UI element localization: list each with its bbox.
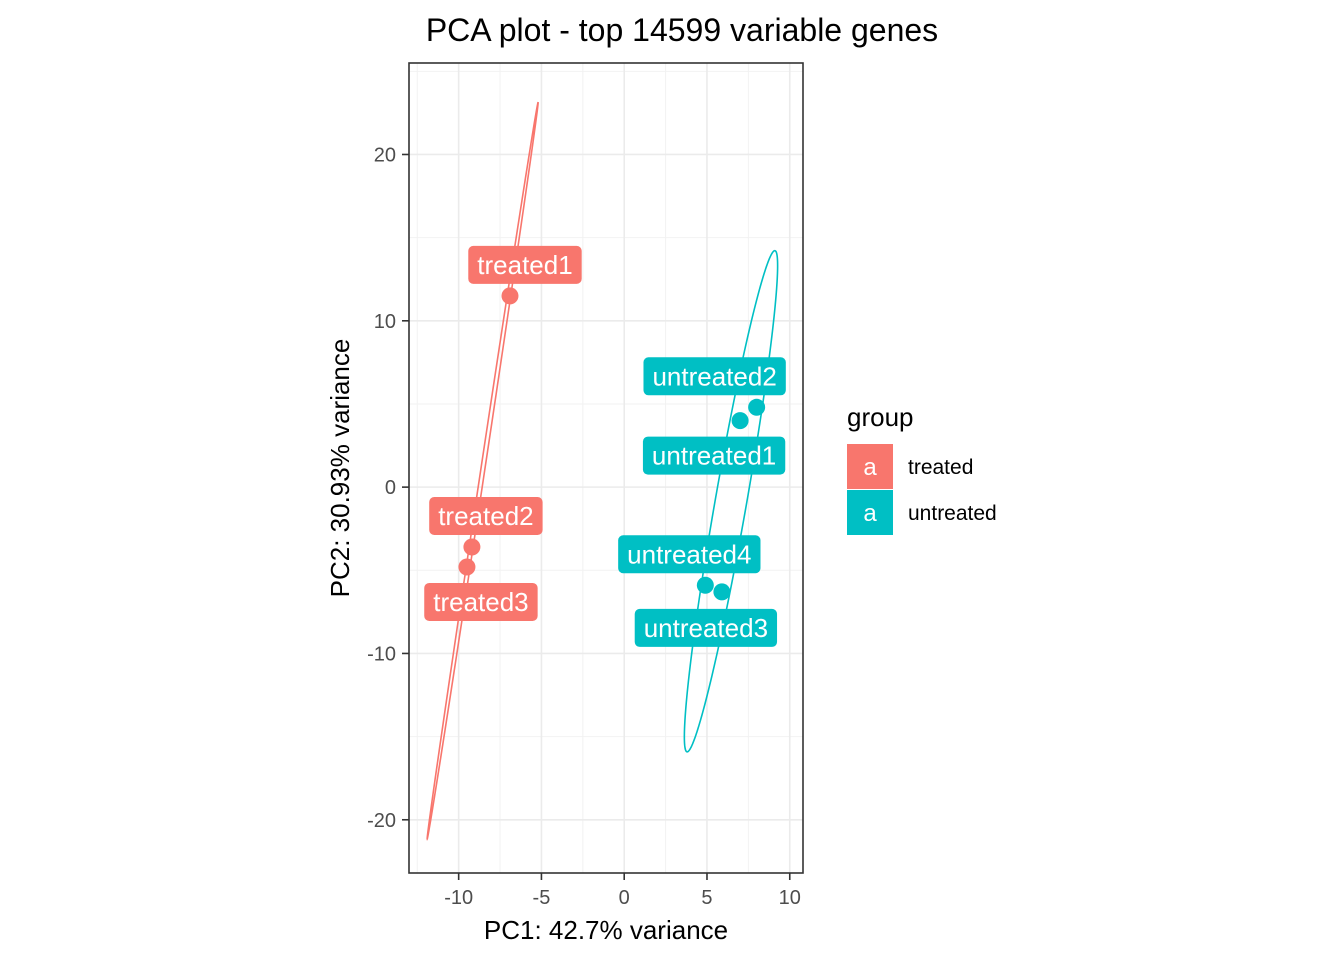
panel-border — [408, 62, 804, 874]
label-untreated3: untreated3 — [634, 608, 778, 647]
y-tick-label: -10 — [367, 643, 396, 665]
point-labels: treated1 treated2 treated3 untreated1 untrea… — [424, 245, 786, 647]
legend: group a treated a untreated — [847, 402, 997, 535]
label-text: treated3 — [433, 587, 528, 617]
ellipse-treated — [426, 101, 539, 841]
label-box — [643, 357, 786, 396]
x-tick-label: 10 — [779, 887, 801, 909]
point-treated1 — [501, 287, 519, 305]
label-treated2: treated2 — [429, 497, 543, 536]
label-untreated1: untreated1 — [642, 436, 786, 475]
label-text: treated2 — [438, 501, 533, 531]
label-text: untreated4 — [627, 539, 751, 569]
point-untreated4 — [696, 576, 714, 594]
label-treated3: treated3 — [424, 582, 538, 621]
label-text: untreated2 — [652, 361, 776, 391]
data-points — [458, 287, 766, 601]
point-treated2 — [463, 538, 481, 556]
label-box — [634, 608, 778, 647]
label-box — [642, 436, 786, 475]
x-axis-title: PC1: 42.7% variance — [484, 915, 728, 945]
legend-key — [847, 490, 893, 535]
legend-label: untreated — [908, 502, 997, 525]
point-untreated1 — [731, 412, 749, 430]
point-treated3 — [458, 558, 476, 576]
x-tick-label: -5 — [533, 887, 551, 909]
y-tick-label: 0 — [385, 477, 396, 499]
legend-key-glyph: a — [863, 454, 877, 481]
label-box — [424, 582, 538, 621]
label-box — [468, 245, 582, 284]
legend-entry-treated: a treated — [847, 444, 973, 489]
label-box — [429, 497, 543, 536]
label-untreated4: untreated4 — [618, 535, 761, 574]
label-text: untreated1 — [652, 441, 776, 471]
x-tick-label: 5 — [701, 887, 712, 909]
label-text: treated1 — [477, 250, 572, 280]
y-tick-label: -20 — [367, 810, 396, 832]
x-tick-label: -10 — [444, 887, 473, 909]
point-untreated2 — [748, 398, 766, 416]
y-tick-label: 20 — [374, 144, 396, 166]
x-axis: -10 -5 0 5 10 — [444, 873, 801, 909]
legend-label: treated — [908, 456, 973, 479]
x-tick-label: 0 — [619, 887, 630, 909]
legend-key-glyph: a — [863, 500, 877, 527]
legend-key — [847, 444, 893, 489]
legend-entry-untreated: a untreated — [847, 490, 997, 535]
chart-title: PCA plot - top 14599 variable genes — [426, 12, 938, 48]
label-box — [618, 535, 761, 574]
label-text: untreated3 — [644, 613, 768, 643]
y-tick-label: 10 — [374, 311, 396, 333]
label-untreated2: untreated2 — [643, 357, 786, 396]
legend-entries: a treated a untreated — [847, 444, 997, 535]
legend-title: group — [847, 402, 914, 432]
point-untreated3 — [713, 583, 731, 601]
label-treated1: treated1 — [468, 245, 582, 284]
plot-panel: treated1 treated2 treated3 untreated1 untrea… — [408, 62, 804, 874]
y-axis: -20 -10 0 10 20 — [367, 144, 409, 832]
y-axis-title: PC2: 30.93% variance — [325, 339, 355, 598]
